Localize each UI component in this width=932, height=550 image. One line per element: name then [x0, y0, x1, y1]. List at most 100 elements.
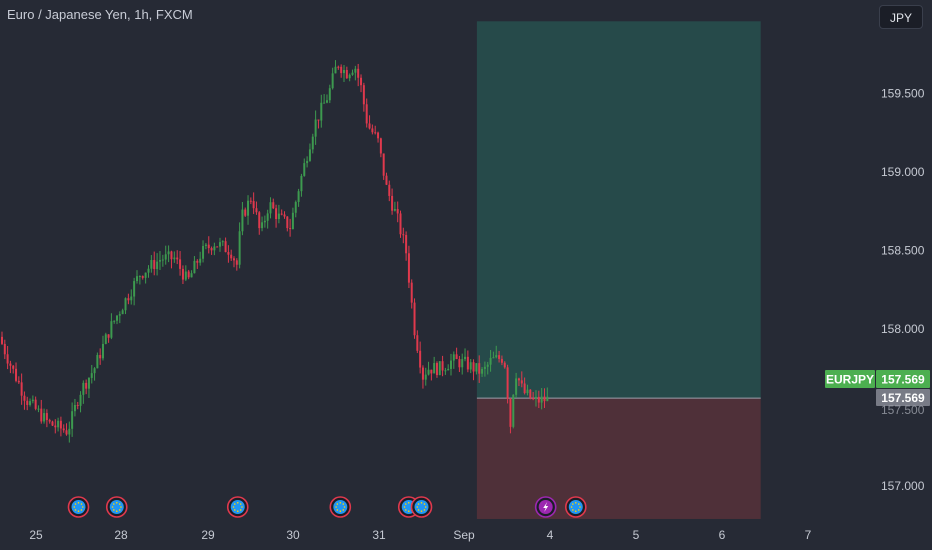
- candle-body: [6, 354, 9, 364]
- candle-body: [252, 201, 255, 209]
- candle-body: [297, 191, 300, 202]
- candle-body: [325, 100, 328, 103]
- candle-body: [255, 208, 258, 213]
- candle-body: [360, 77, 363, 86]
- candle-body: [235, 260, 238, 265]
- price-axis[interactable]: 157.000 158.000 158.500 159.000 159.500: [881, 87, 925, 494]
- candle-body: [478, 363, 481, 374]
- euro-flag-icon[interactable]: [410, 496, 433, 518]
- candle-body: [449, 360, 452, 369]
- candle-body: [207, 244, 210, 249]
- candle-body: [269, 202, 272, 214]
- candle-body: [224, 241, 227, 253]
- time-tick-label: 6: [719, 528, 726, 542]
- euro-flag-icon[interactable]: [105, 496, 128, 518]
- euro-flag-icon[interactable]: [564, 496, 587, 518]
- candle-body: [227, 252, 230, 255]
- candle-body: [37, 408, 40, 410]
- candle-body: [444, 370, 447, 372]
- candle-body: [241, 209, 244, 232]
- candle-body: [393, 209, 396, 211]
- candle-body: [221, 241, 224, 243]
- time-tick-label: 4: [547, 528, 554, 542]
- candle-body: [427, 369, 430, 375]
- candle-body: [357, 68, 360, 78]
- euro-flag-icon[interactable]: [226, 496, 249, 518]
- candle-body: [410, 282, 413, 303]
- chart-title: Euro / Japanese Yen, 1h, FXCM: [7, 7, 193, 22]
- candle-body: [374, 132, 377, 134]
- time-axis[interactable]: 25 28 29 30 31 Sep 4 5 6 7: [29, 528, 811, 542]
- candle-body: [475, 363, 478, 372]
- candle-body: [323, 102, 326, 104]
- candle-body: [520, 380, 523, 384]
- price-tick-label: 158.000: [881, 322, 925, 336]
- candle-body: [127, 298, 130, 301]
- price-tick-label: 157.000: [881, 479, 925, 493]
- candle-body: [138, 276, 141, 278]
- candle-body: [213, 246, 216, 251]
- candle-body: [399, 213, 402, 235]
- candle-body: [368, 123, 371, 129]
- candle-body: [540, 396, 543, 403]
- candlestick-series: [1, 60, 549, 443]
- candle-body: [331, 73, 334, 89]
- candle-body: [130, 296, 133, 301]
- candle-body: [204, 244, 207, 246]
- candle-body: [481, 368, 484, 374]
- candle-body: [110, 321, 113, 338]
- candle-body: [340, 66, 343, 74]
- long-position-tool[interactable]: [476, 21, 761, 519]
- candle-body: [90, 373, 93, 378]
- stop-loss-zone[interactable]: [476, 398, 761, 519]
- candle-body: [317, 119, 320, 121]
- candle-body: [85, 382, 88, 389]
- candle-body: [96, 355, 99, 369]
- euro-flag-icon[interactable]: [67, 496, 90, 518]
- candle-body: [26, 400, 29, 405]
- candle-body: [29, 401, 32, 405]
- candle-body: [275, 208, 278, 220]
- candle-body: [472, 362, 475, 372]
- candle-body: [546, 396, 549, 402]
- time-tick-label: 28: [114, 528, 128, 542]
- candle-body: [65, 430, 68, 435]
- candle-body: [452, 354, 455, 361]
- candle-body: [23, 395, 26, 401]
- candle-body: [190, 273, 193, 278]
- candle-body: [153, 260, 156, 270]
- candle-body: [116, 315, 119, 321]
- currency-button[interactable]: JPY: [879, 5, 923, 29]
- candle-body: [136, 276, 139, 282]
- candle-body: [101, 343, 104, 359]
- candle-body: [113, 320, 116, 322]
- candle-body: [289, 228, 292, 230]
- candle-body: [379, 138, 382, 154]
- candle-body: [51, 421, 54, 426]
- profit-zone[interactable]: [476, 21, 761, 399]
- candle-body: [62, 428, 65, 431]
- candle-body: [258, 212, 261, 229]
- candle-body: [218, 242, 221, 247]
- economic-events[interactable]: [67, 496, 587, 518]
- candle-body: [362, 85, 365, 105]
- candle-body: [345, 69, 348, 79]
- candle-body: [17, 380, 20, 383]
- candle-body: [40, 408, 43, 422]
- candle-body: [71, 411, 74, 429]
- euro-flag-icon[interactable]: [329, 496, 352, 518]
- candle-body: [413, 302, 416, 336]
- candle-body: [244, 209, 247, 216]
- candle-body: [161, 259, 164, 261]
- candle-body: [179, 259, 182, 269]
- candle-body: [303, 163, 306, 176]
- time-tick-label: 7: [805, 528, 812, 542]
- candle-body: [263, 220, 266, 223]
- candle-body: [48, 420, 51, 422]
- candle-body: [441, 361, 444, 371]
- candle-body: [43, 413, 46, 422]
- candle-body: [391, 195, 394, 211]
- lightning-icon[interactable]: [534, 496, 557, 518]
- candle-body: [73, 404, 76, 412]
